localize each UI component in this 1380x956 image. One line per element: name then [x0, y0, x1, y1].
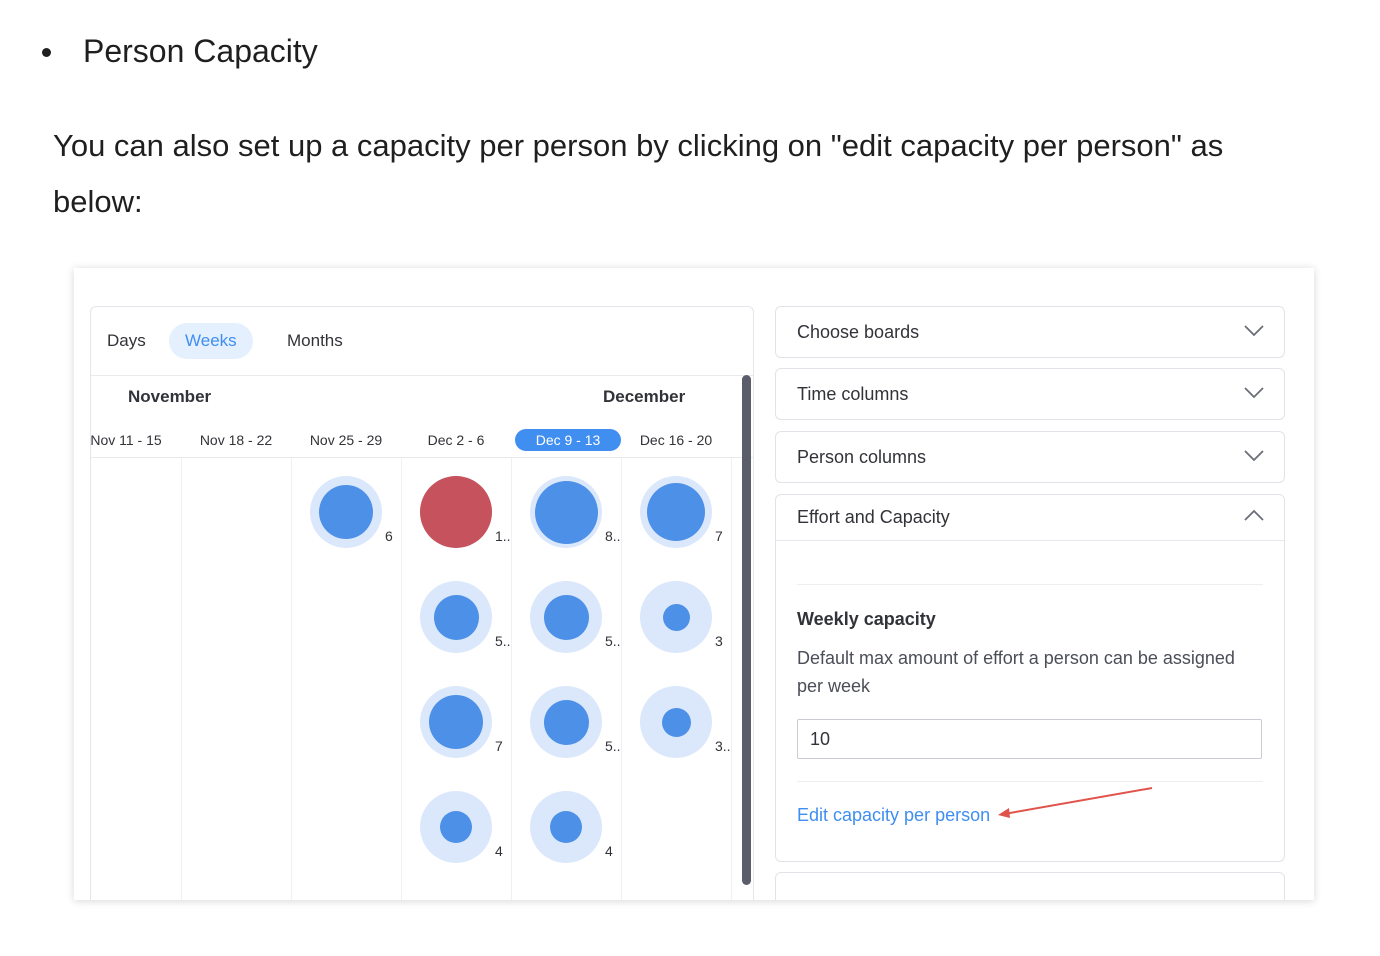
- workload-bubble[interactable]: 3..: [640, 686, 731, 758]
- bubble-fill: [543, 699, 589, 745]
- bubble-label: 7: [715, 528, 723, 544]
- workload-bubble[interactable]: 5..: [530, 581, 621, 653]
- week-header: Dec 16 - 20: [639, 432, 713, 448]
- chevron-up-icon[interactable]: [1244, 509, 1264, 521]
- weeks-divider: [91, 457, 753, 458]
- workload-bubble[interactable]: 1..: [420, 476, 511, 548]
- time-columns-dropdown[interactable]: Time columns: [775, 368, 1285, 420]
- workload-bubble[interactable]: 3: [640, 581, 723, 653]
- bubble-label: 4: [605, 843, 613, 859]
- column-divider: [401, 458, 402, 900]
- tabs-divider: [91, 375, 753, 376]
- bubble-label: 7: [495, 738, 503, 754]
- bubble-label: 5..: [495, 633, 511, 649]
- bubble-fill: [661, 707, 691, 737]
- workload-bubble[interactable]: 7: [640, 476, 723, 548]
- bubble-fill: [662, 603, 690, 631]
- embedded-screenshot: Days Weeks Months November December Nov …: [74, 268, 1314, 900]
- tab-months[interactable]: Months: [287, 331, 343, 350]
- chevron-down-icon: [1244, 450, 1264, 462]
- section-divider: [797, 781, 1263, 782]
- choose-boards-dropdown[interactable]: Choose boards: [775, 306, 1285, 358]
- next-panel-peek: [775, 872, 1285, 900]
- chevron-down-icon: [1244, 387, 1264, 399]
- bullet-dot: [42, 48, 51, 57]
- column-divider: [511, 458, 512, 900]
- section-divider: [797, 584, 1263, 585]
- bubble-label: 6: [385, 528, 393, 544]
- bubble-fill: [647, 483, 705, 541]
- chevron-down-icon: [1244, 325, 1264, 337]
- person-columns-label: Person columns: [797, 447, 927, 467]
- bubble-label: 4: [495, 843, 503, 859]
- tab-weeks[interactable]: Weeks: [169, 323, 253, 359]
- bubble-label: 8..: [605, 528, 621, 544]
- bubble-fill: [429, 695, 483, 749]
- effort-capacity-title[interactable]: Effort and Capacity: [797, 507, 950, 527]
- workload-bubble[interactable]: 5..: [530, 686, 621, 758]
- vertical-scrollbar[interactable]: [742, 375, 751, 885]
- week-header-active[interactable]: Dec 9 - 13: [515, 429, 621, 451]
- workload-bubble[interactable]: 5..: [420, 581, 511, 653]
- time-columns-label: Time columns: [797, 384, 909, 404]
- workload-bubble[interactable]: 8..: [530, 476, 621, 548]
- bubble-label: 3..: [715, 738, 731, 754]
- workload-bubble[interactable]: 4: [530, 791, 613, 863]
- bubble-fill: [433, 594, 479, 640]
- bubble-label: 1..: [495, 528, 511, 544]
- week-header: Nov 11 - 15: [90, 432, 162, 448]
- week-header: Dec 2 - 6: [427, 432, 485, 448]
- bubble-fill: [534, 480, 598, 544]
- column-divider: [291, 458, 292, 900]
- week-header: Nov 18 - 22: [199, 432, 273, 448]
- month-label-december: December: [603, 387, 686, 406]
- column-divider: [621, 458, 622, 900]
- panel-header-divider: [776, 540, 1284, 541]
- workload-view: Days Weeks Months November December Nov …: [90, 306, 754, 900]
- column-divider: [181, 458, 182, 900]
- tab-days[interactable]: Days: [107, 331, 146, 350]
- bubble-fill: [543, 594, 589, 640]
- instruction-paragraph: You can also set up a capacity per perso…: [53, 128, 1224, 219]
- edit-capacity-per-person-link[interactable]: Edit capacity per person: [797, 805, 991, 825]
- red-arrow-annotation: [998, 787, 1153, 818]
- choose-boards-label: Choose boards: [797, 322, 920, 342]
- bubble-fill: [440, 811, 472, 843]
- workload-bubble[interactable]: 7: [420, 686, 503, 758]
- weekly-capacity-title: Weekly capacity: [797, 609, 936, 629]
- bubble-fill: [319, 485, 373, 539]
- weekly-capacity-input[interactable]: [797, 719, 1262, 759]
- effort-capacity-panel: Effort and Capacity Weekly capacity Defa…: [775, 494, 1285, 862]
- month-label-november: November: [128, 387, 212, 406]
- bubble-fill: [550, 811, 582, 843]
- bubble-label: 5..: [605, 738, 621, 754]
- week-header: Nov 25 - 29: [309, 432, 383, 448]
- column-divider: [731, 458, 732, 900]
- bubble-label: 3: [715, 633, 723, 649]
- bubble-fill: [420, 476, 492, 548]
- weekly-capacity-description: Default max amount of effort a person ca…: [797, 648, 1235, 696]
- workload-bubble[interactable]: 4: [420, 791, 503, 863]
- workload-bubble[interactable]: 6: [310, 476, 393, 548]
- bubble-label: 5..: [605, 633, 621, 649]
- person-columns-dropdown[interactable]: Person columns: [775, 431, 1285, 483]
- section-heading: Person Capacity: [83, 33, 318, 69]
